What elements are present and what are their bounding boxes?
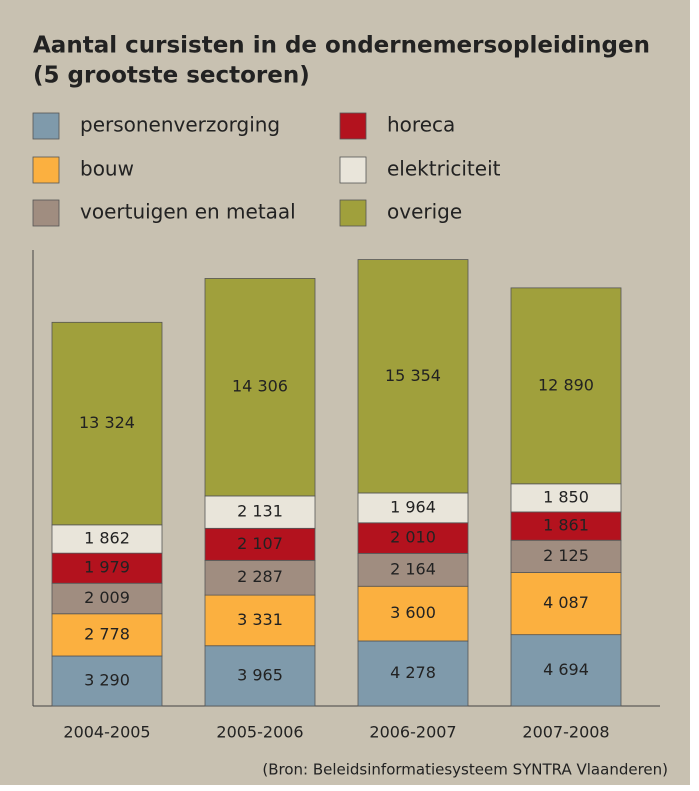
- legend-label: elektriciteit: [387, 157, 501, 181]
- legend-swatch: [32, 156, 60, 184]
- bar-segment: [51, 655, 163, 707]
- bar-segment: [510, 572, 622, 636]
- legend-label: voertuigen en metaal: [80, 200, 296, 224]
- bar-segment: [204, 559, 316, 596]
- legend-swatch: [339, 156, 367, 184]
- legend-swatch: [32, 199, 60, 227]
- value-label: 4 278: [390, 663, 436, 682]
- bar-segment: [204, 495, 316, 529]
- value-label: 3 965: [237, 665, 283, 684]
- x-tick-label: 2006-2007: [369, 723, 456, 742]
- legend-swatch: [339, 112, 367, 140]
- bar-segment: [510, 511, 622, 541]
- value-label: 1 861: [543, 516, 589, 535]
- x-tick-label: 2004-2005: [63, 723, 150, 742]
- bar-segment: [357, 259, 469, 494]
- value-label: 3 331: [237, 610, 283, 629]
- value-label: 2 010: [390, 528, 436, 547]
- value-label: 1 979: [84, 558, 130, 577]
- x-tick-label: 2005-2006: [216, 723, 303, 742]
- value-label: 2 164: [390, 559, 436, 578]
- value-label: 13 324: [79, 413, 135, 432]
- value-label: 2 778: [84, 624, 130, 643]
- value-label: 2 287: [237, 567, 283, 586]
- value-label: 2 125: [543, 546, 589, 565]
- legend-label: bouw: [80, 157, 134, 181]
- bar-segment: [204, 278, 316, 497]
- bar-segment: [204, 527, 316, 561]
- bar-segment: [51, 613, 163, 657]
- value-label: 2 009: [84, 588, 130, 607]
- legend-swatch: [339, 199, 367, 227]
- value-label: 4 694: [543, 660, 589, 679]
- value-label: 3 600: [390, 603, 436, 622]
- value-label: 1 850: [543, 487, 589, 506]
- bar-segment: [510, 539, 622, 573]
- bar-segment: [510, 634, 622, 707]
- value-label: 2 107: [237, 534, 283, 553]
- legend-label: horeca: [387, 113, 455, 137]
- bar-segment: [357, 585, 469, 642]
- bar-segment: [510, 287, 622, 485]
- bar-segment: [357, 552, 469, 587]
- legend-label: personenverzorging: [80, 113, 280, 137]
- legend-swatch: [32, 112, 60, 140]
- bar-segment: [357, 522, 469, 554]
- bar-segment: [51, 321, 163, 526]
- value-label: 1 862: [84, 528, 130, 547]
- value-label: 3 290: [84, 670, 130, 689]
- value-label: 15 354: [385, 366, 441, 385]
- bar-segment: [510, 483, 622, 513]
- value-label: 2 131: [237, 502, 283, 521]
- legend-label: overige: [387, 200, 462, 224]
- value-label: 14 306: [232, 377, 288, 396]
- x-tick-label: 2007-2008: [522, 723, 609, 742]
- bar-segment: [204, 594, 316, 647]
- bar-segment: [357, 640, 469, 707]
- value-label: 12 890: [538, 375, 594, 394]
- value-label: 1 964: [390, 497, 436, 516]
- value-label: 4 087: [543, 593, 589, 612]
- bar-segment: [357, 492, 469, 524]
- source: (Bron: Beleidsinformatiesysteem SYNTRA V…: [262, 761, 668, 779]
- chart-subtitle: (5 grootste sectoren): [33, 63, 310, 89]
- chart-title: Aantal cursisten in de ondernemersopleid…: [33, 33, 650, 59]
- bar-segment: [204, 645, 316, 707]
